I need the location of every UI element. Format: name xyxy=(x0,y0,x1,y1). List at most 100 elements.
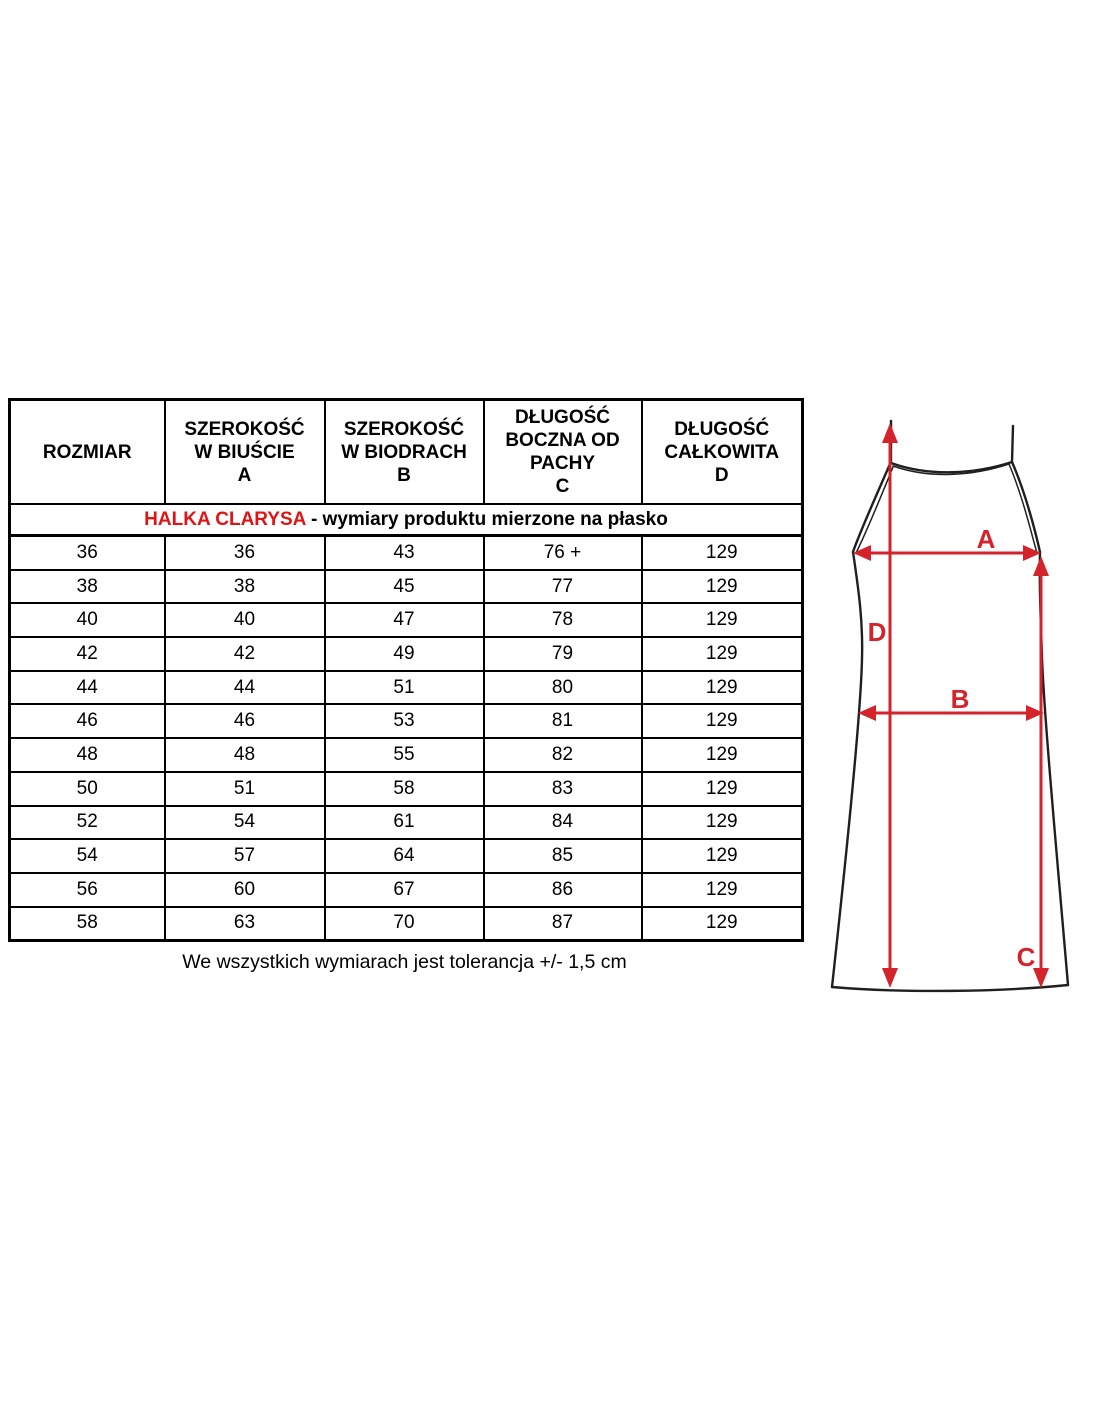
table-cell: 51 xyxy=(163,770,326,807)
table-cell: 129 xyxy=(640,602,804,639)
arrow-head-d-bottom xyxy=(882,968,898,988)
table-cell: 129 xyxy=(640,838,804,874)
neckline-seam xyxy=(892,463,1010,476)
left-armhole-seam xyxy=(855,466,894,554)
header-row: ROZMIAR SZEROKOŚĆ W BIUŚCIE A SZEROKOŚĆ W … xyxy=(8,398,804,505)
table-cell: 64 xyxy=(323,838,485,874)
size-table-body: 36 36 43 76 +129 38 38 45 77 129 40 40 47 78 129 42 42 4… xyxy=(8,534,804,942)
table-cell: 77 xyxy=(482,568,643,605)
arrow-head-a-right xyxy=(1023,545,1041,561)
left-side-edge xyxy=(830,550,864,989)
table-cell: 80 xyxy=(482,669,643,706)
table-cell: 70 xyxy=(323,905,485,942)
table-row: 38 38 45 77 129 xyxy=(8,568,804,605)
table-title-row: HALKA CLARYSA - wymiary produktu mierzon… xyxy=(8,503,804,537)
table-title-description: - wymiary produktu mierzone na płasko xyxy=(305,508,668,530)
table-row: 52 54 61 84 129 xyxy=(8,804,804,841)
arrow-head-b-right xyxy=(1026,705,1044,721)
left-armhole-edge xyxy=(851,462,892,554)
table-cell: 79 xyxy=(482,636,643,672)
column-header-dlugosc-calkowita-d: DŁUGOŚĆ CAŁKOWITA D xyxy=(640,398,804,505)
table-cell: 44 xyxy=(8,669,166,706)
measurement-arrow-b xyxy=(858,705,1044,721)
tolerance-footnote: We wszystkich wymiarach jest tolerancja … xyxy=(182,951,627,973)
arrow-head-b-left xyxy=(858,705,876,721)
table-cell: 43 xyxy=(323,534,485,571)
product-name: HALKA CLARYSA xyxy=(144,508,306,530)
table-cell: 49 xyxy=(323,636,485,672)
size-table: HALKA CLARYSA - wymiary produktu mierzon… xyxy=(8,398,804,943)
table-title-cell: HALKA CLARYSA - wymiary produktu mierzon… xyxy=(8,503,804,537)
table-cell: 40 xyxy=(8,602,166,639)
column-header-rozmiar: ROZMIAR xyxy=(8,398,166,505)
measurement-arrow-c xyxy=(1033,556,1049,988)
table-cell: 44 xyxy=(163,669,326,706)
table-cell: 86 xyxy=(482,871,643,908)
table-cell: 46 xyxy=(163,703,326,740)
table-row: 54 57 64 85 129 xyxy=(8,838,804,874)
table-cell: 56 xyxy=(8,871,166,908)
table-row: 48 48 55 82 129 xyxy=(8,737,804,773)
arrow-head-d-top xyxy=(882,423,898,443)
table-cell: 53 xyxy=(323,703,485,740)
table-cell: 84 xyxy=(482,804,643,841)
table-cell: 129 xyxy=(640,534,804,571)
column-header-dlugosc-boczna-od-pachy-c: DŁUGOŚĆ BOCZNA OD PACHY C xyxy=(482,398,643,505)
table-row: 36 36 43 76 +129 xyxy=(8,534,804,571)
table-row: 58 63 70 87 129 xyxy=(8,905,804,942)
measurement-arrow-a xyxy=(853,545,1041,561)
table-cell: 81 xyxy=(482,703,643,740)
table-cell: 38 xyxy=(8,568,166,605)
table-cell: 36 xyxy=(8,534,166,571)
table-cell: 46 xyxy=(8,703,166,740)
column-header-szerokosc-w-biodrach-b: SZEROKOŚĆ W BIODRACH B xyxy=(323,398,485,505)
size-table-container: HALKA CLARYSA - wymiary produktu mierzon… xyxy=(8,398,804,943)
right-armhole-seam xyxy=(1008,463,1038,554)
table-cell: 67 xyxy=(323,871,485,908)
table-row: 46 46 53 81 129 xyxy=(8,703,804,740)
table-row: 44 44 51 80 129 xyxy=(8,669,804,706)
table-row: 40 40 47 78 129 xyxy=(8,602,804,639)
table-cell: 42 xyxy=(163,636,326,672)
measurement-label-a: A xyxy=(977,524,996,554)
table-cell: 129 xyxy=(640,636,804,672)
table-cell: 36 xyxy=(163,534,326,571)
neckline xyxy=(889,460,1014,474)
arrow-head-a-left xyxy=(853,545,871,561)
measurement-label-c: C xyxy=(1017,942,1036,972)
table-cell: 82 xyxy=(482,737,643,773)
table-row: 50 51 58 83 129 xyxy=(8,770,804,807)
arrow-head-c-top xyxy=(1033,556,1049,576)
hem-line xyxy=(830,983,1070,993)
table-cell: 48 xyxy=(8,737,166,773)
right-strap-line xyxy=(1010,424,1015,464)
dress-diagram-svg: A B C D xyxy=(830,419,1070,993)
table-cell: 61 xyxy=(323,804,485,841)
table-cell: 48 xyxy=(163,737,326,773)
table-cell: 54 xyxy=(163,804,326,841)
table-cell: 47 xyxy=(323,602,485,639)
table-cell: 129 xyxy=(640,568,804,605)
table-cell: 129 xyxy=(640,770,804,807)
table-cell: 129 xyxy=(640,871,804,908)
table-cell: 83 xyxy=(482,770,643,807)
table-cell: 50 xyxy=(8,770,166,807)
table-cell: 38 xyxy=(163,568,326,605)
measurement-labels: A B C D xyxy=(868,524,1036,972)
dress-measurement-diagram: A B C D xyxy=(803,412,1099,1004)
table-cell: 51 xyxy=(323,669,485,706)
measurement-label-b: B xyxy=(951,684,970,714)
table-cell: 129 xyxy=(640,737,804,773)
table-cell: 55 xyxy=(323,737,485,773)
measurement-arrows xyxy=(853,423,1049,988)
table-cell: 129 xyxy=(640,804,804,841)
table-cell: 45 xyxy=(323,568,485,605)
table-cell: 58 xyxy=(323,770,485,807)
table-cell: 76 + xyxy=(482,534,643,571)
table-cell: 87 xyxy=(482,905,643,942)
table-cell: 60 xyxy=(163,871,326,908)
table-row: 42 42 49 79 129 xyxy=(8,636,804,672)
column-header-szerokosc-w-biuscie-a: SZEROKOŚĆ W BIUŚCIE A xyxy=(163,398,326,505)
table-cell: 52 xyxy=(8,804,166,841)
